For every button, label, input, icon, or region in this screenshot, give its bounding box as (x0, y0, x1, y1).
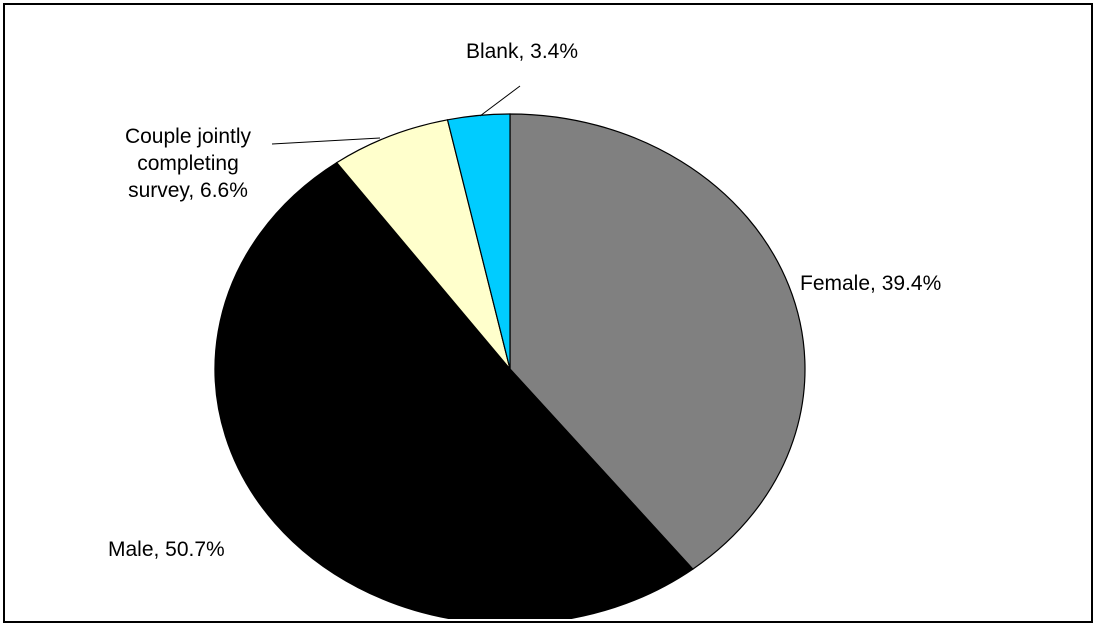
pie-slice-couple-jointly (335, 119, 511, 370)
leader-line-blank (479, 85, 521, 117)
leader-line-couple-jointly (271, 137, 381, 145)
pie-slice-blank (446, 113, 511, 370)
slice-label-line: Female, 39.4% (800, 272, 941, 295)
slice-label-blank: Blank, 3.4% (466, 40, 578, 63)
pie-slice-female (509, 113, 806, 570)
slice-label-male: Male, 50.7% (108, 538, 225, 561)
slice-label-line: Male, 50.7% (108, 538, 225, 561)
slice-label-line: Blank, 3.4% (466, 40, 578, 63)
slice-label-line: completing (137, 152, 239, 175)
slice-label-line: Couple jointly (125, 125, 252, 148)
slice-label-female: Female, 39.4% (800, 272, 941, 295)
slice-label-line: survey, 6.6% (128, 179, 248, 202)
slice-label-couple-jointly: Couple jointly completing survey, 6.6% (125, 125, 252, 202)
